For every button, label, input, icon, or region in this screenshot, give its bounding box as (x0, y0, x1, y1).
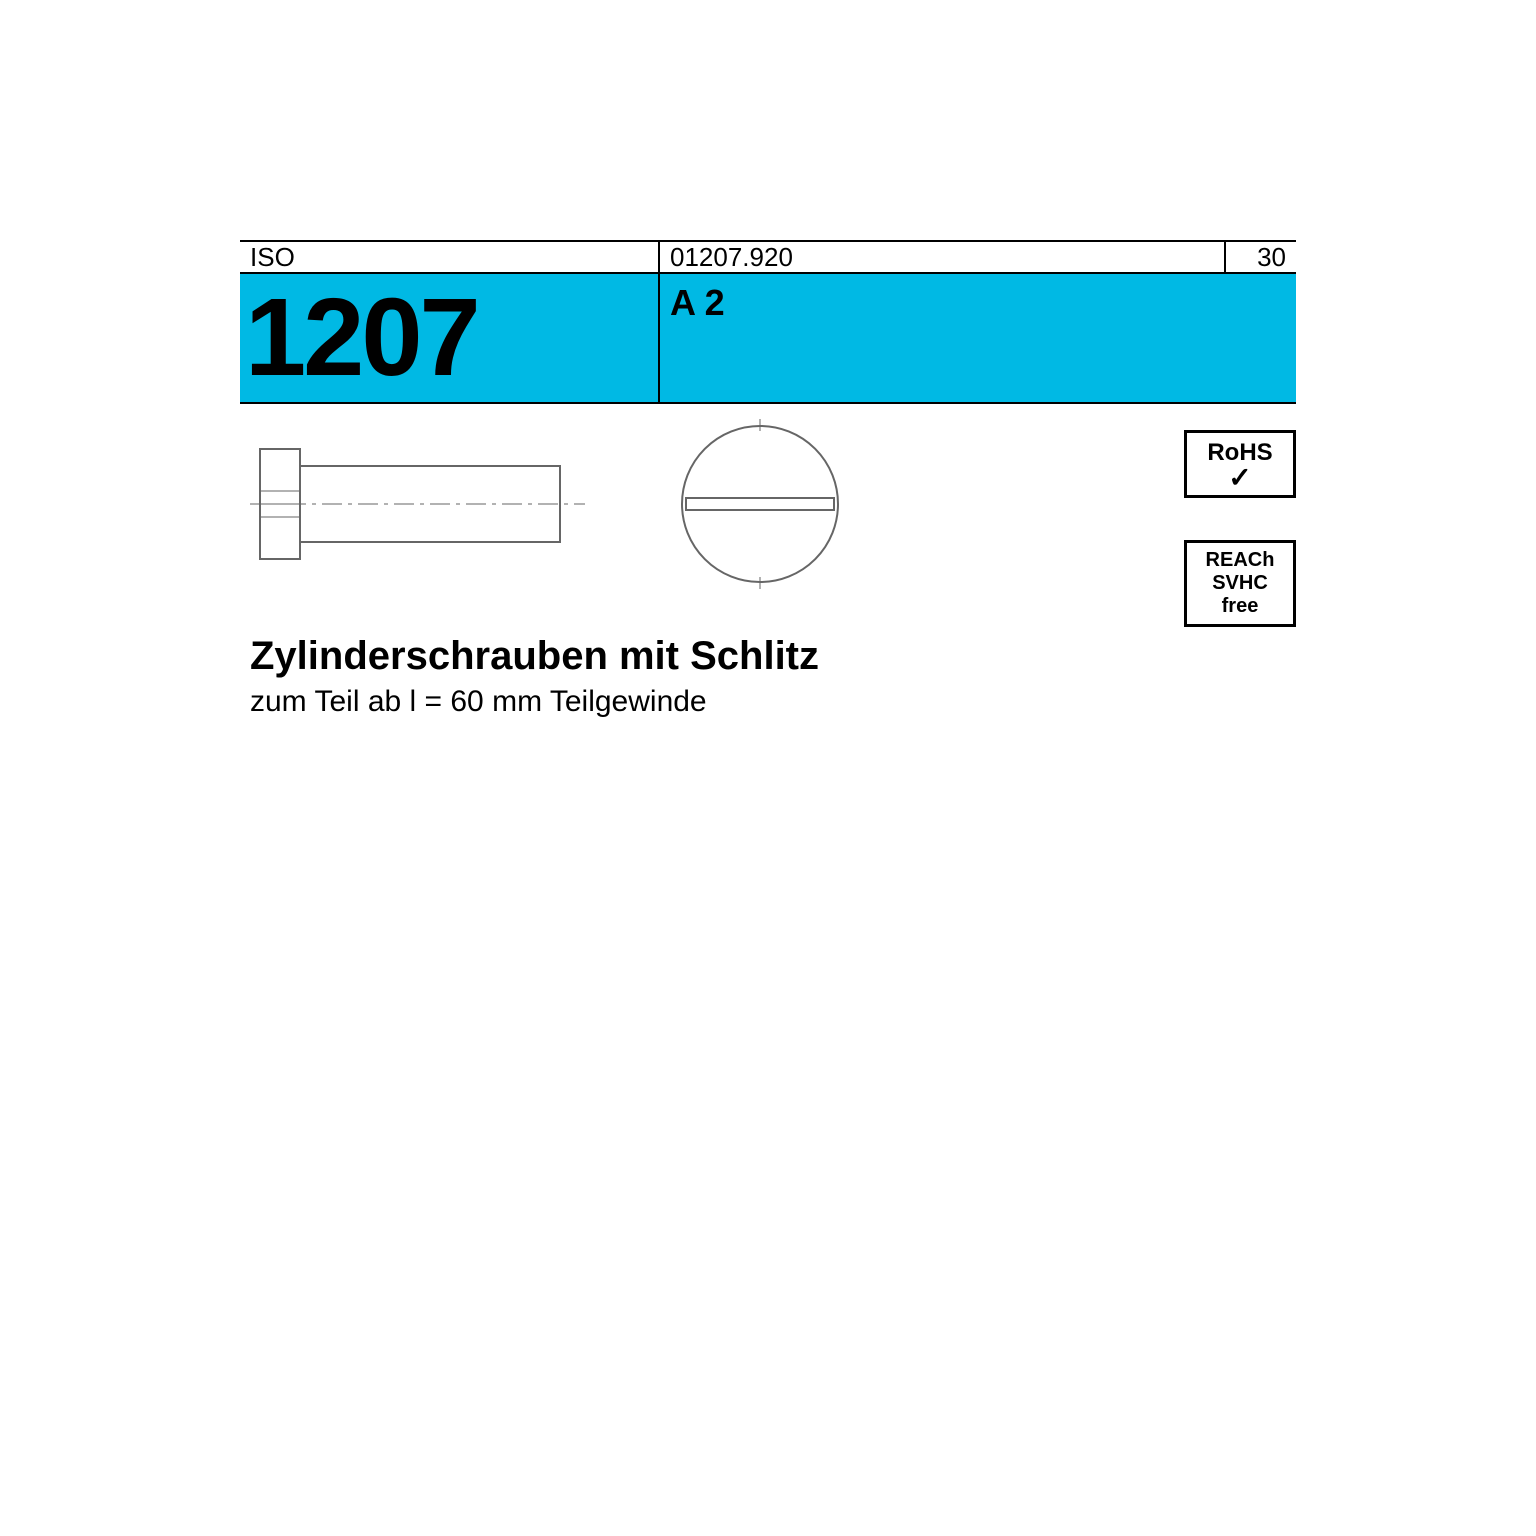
screw-front-view-icon (675, 419, 845, 589)
header-row: ISO 01207.920 30 (240, 240, 1296, 274)
standard-label-cell: ISO (240, 242, 660, 272)
product-code: 01207.920 (670, 242, 793, 273)
qty-cell: 30 (1226, 242, 1296, 272)
qty-value: 30 (1257, 242, 1286, 273)
material-grade: A 2 (670, 282, 725, 324)
highlight-row: 1207 A 2 (240, 274, 1296, 404)
standard-number-cell: 1207 (240, 274, 660, 402)
check-icon: ✓ (1191, 467, 1289, 489)
code-cell: 01207.920 (660, 242, 1226, 272)
reach-badge: REACh SVHC free (1184, 540, 1296, 627)
reach-line1: REACh (1191, 549, 1289, 572)
product-subtitle: zum Teil ab l = 60 mm Teilgewinde (250, 685, 1286, 719)
product-title: Zylinderschrauben mit Schlitz (250, 634, 1286, 679)
rohs-badge: RoHS ✓ (1184, 430, 1296, 498)
diagram-area (240, 404, 1296, 624)
material-cell: A 2 (660, 274, 1296, 402)
standard-label: ISO (250, 242, 295, 273)
standard-number: 1207 (245, 283, 478, 393)
screw-side-view-icon (250, 429, 590, 589)
reach-line3: free (1191, 595, 1289, 618)
reach-line2: SVHC (1191, 572, 1289, 595)
description-area: Zylinderschrauben mit Schlitz zum Teil a… (240, 624, 1296, 729)
